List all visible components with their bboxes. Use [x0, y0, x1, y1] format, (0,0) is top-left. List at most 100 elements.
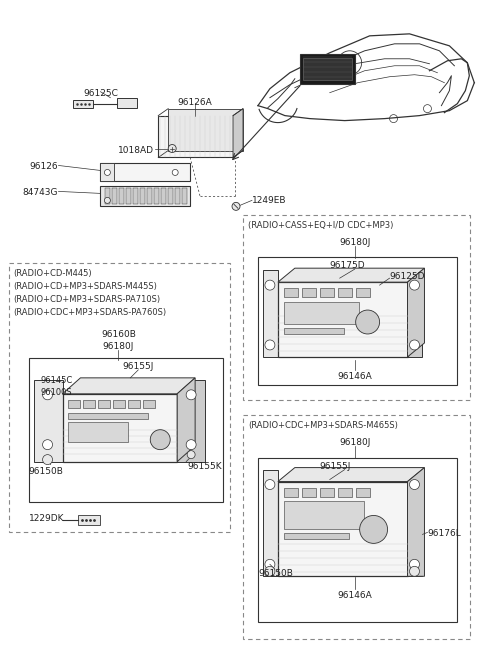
Bar	[177, 380, 205, 462]
Polygon shape	[62, 378, 195, 394]
Bar	[263, 270, 278, 357]
Bar	[100, 164, 114, 181]
Bar	[168, 109, 243, 151]
Bar	[356, 487, 370, 496]
Bar	[284, 288, 298, 297]
Bar	[106, 189, 110, 204]
Bar	[154, 189, 159, 204]
Bar	[302, 487, 316, 496]
Bar	[408, 470, 422, 576]
Text: (RADIO+CDC+MP3+SDARS-PA760S): (RADIO+CDC+MP3+SDARS-PA760S)	[13, 308, 167, 317]
Bar	[100, 187, 190, 206]
Circle shape	[265, 280, 275, 290]
Bar	[175, 189, 180, 204]
Bar	[284, 533, 348, 539]
Bar	[278, 481, 408, 576]
Text: 1018AD: 1018AD	[118, 145, 154, 155]
Bar	[29, 358, 223, 502]
Bar	[263, 470, 278, 576]
Bar	[303, 58, 352, 80]
Text: (RADIO+CD-M445): (RADIO+CD-M445)	[13, 269, 92, 278]
Text: 96180J: 96180J	[339, 238, 371, 247]
Text: 96176L: 96176L	[428, 529, 461, 538]
Text: 96125C: 96125C	[83, 88, 118, 98]
Bar	[356, 288, 370, 297]
Bar	[320, 288, 334, 297]
Bar	[320, 487, 334, 496]
Text: 96100S: 96100S	[41, 388, 72, 397]
Bar	[147, 189, 152, 204]
Bar	[62, 394, 177, 462]
Bar	[78, 515, 100, 525]
Circle shape	[232, 202, 240, 210]
Bar	[84, 400, 96, 408]
Polygon shape	[278, 268, 424, 282]
Circle shape	[409, 340, 420, 350]
Text: 96155K: 96155K	[187, 462, 222, 470]
Circle shape	[172, 170, 178, 176]
Circle shape	[409, 559, 420, 569]
Bar	[144, 400, 155, 408]
Circle shape	[43, 390, 52, 400]
Text: 84743G: 84743G	[22, 189, 58, 197]
Bar	[284, 302, 359, 324]
Bar	[284, 502, 364, 529]
Polygon shape	[278, 468, 424, 481]
Bar	[284, 328, 344, 334]
Bar	[408, 270, 422, 357]
Circle shape	[360, 515, 387, 544]
Polygon shape	[177, 378, 195, 462]
Circle shape	[356, 310, 380, 334]
Circle shape	[409, 479, 420, 489]
Bar	[69, 413, 148, 419]
Bar	[338, 487, 352, 496]
Circle shape	[187, 451, 195, 458]
Circle shape	[265, 567, 275, 576]
Polygon shape	[233, 109, 243, 157]
Bar	[338, 288, 352, 297]
Text: (RADIO+CDC+MP3+SDARS-M465S): (RADIO+CDC+MP3+SDARS-M465S)	[248, 421, 398, 430]
Bar	[300, 54, 355, 84]
Bar	[243, 415, 470, 639]
Bar	[258, 458, 457, 622]
Text: 96150B: 96150B	[29, 466, 63, 476]
Circle shape	[409, 567, 420, 576]
Bar	[69, 400, 81, 408]
Text: 96155J: 96155J	[320, 462, 351, 470]
Text: 96146A: 96146A	[337, 372, 372, 381]
Bar	[243, 215, 470, 400]
Text: 96180J: 96180J	[339, 438, 371, 447]
Circle shape	[265, 559, 275, 569]
Bar	[278, 282, 408, 357]
Text: 96150B: 96150B	[258, 569, 293, 578]
Bar	[100, 164, 190, 181]
Bar	[168, 189, 173, 204]
Bar	[302, 288, 316, 297]
Circle shape	[104, 197, 110, 203]
Bar	[69, 422, 128, 441]
Circle shape	[43, 455, 52, 464]
Text: 96126A: 96126A	[178, 98, 213, 107]
Text: (RADIO+CD+MP3+SDARS-M445S): (RADIO+CD+MP3+SDARS-M445S)	[13, 282, 157, 291]
Circle shape	[265, 479, 275, 489]
Bar	[182, 189, 187, 204]
Text: 96145C: 96145C	[41, 376, 73, 385]
Bar	[140, 189, 145, 204]
Text: (RADIO+CASS+EQ+I/D CDC+MP3): (RADIO+CASS+EQ+I/D CDC+MP3)	[248, 221, 393, 231]
Text: 96125D: 96125D	[390, 272, 425, 281]
Circle shape	[265, 340, 275, 350]
Bar	[112, 189, 117, 204]
Text: 1229DK: 1229DK	[29, 514, 64, 523]
Bar	[120, 189, 124, 204]
Bar	[113, 400, 125, 408]
Text: 1249EB: 1249EB	[252, 196, 287, 206]
Circle shape	[186, 390, 196, 400]
Circle shape	[150, 430, 170, 449]
Bar	[161, 189, 166, 204]
Bar	[98, 400, 110, 408]
Polygon shape	[408, 468, 424, 576]
Bar	[117, 98, 137, 107]
Circle shape	[43, 440, 52, 449]
Bar	[133, 189, 138, 204]
Bar	[73, 100, 94, 107]
